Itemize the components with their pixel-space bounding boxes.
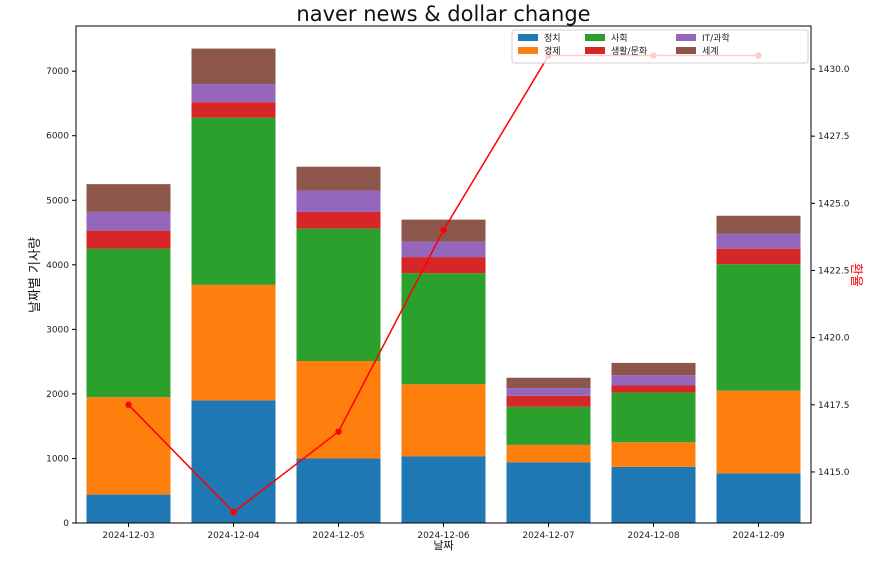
x-tick-label-2: 2024-12-04 (207, 531, 260, 541)
legend-swatch-1 (518, 34, 538, 41)
y-tick-label-4: 3000 (46, 325, 69, 335)
exchange-rate-point-3 (335, 428, 342, 435)
x-tick-label-1: 2024-12-03 (102, 531, 154, 541)
bar-4-4 (401, 257, 486, 274)
bar-5-4 (401, 241, 486, 258)
legend-label-2: 경제 (544, 45, 561, 57)
bar-6-6 (611, 362, 696, 376)
legend-label-3: 사회 (611, 33, 628, 44)
exchange-rate-point-4 (440, 226, 447, 234)
bar-4-1 (86, 230, 171, 249)
x-tick-label-6: 2024-12-08 (627, 531, 680, 541)
x-tick-label-4: 2024-12-06 (417, 531, 470, 541)
legend-label-4: 생활/문화 (611, 45, 647, 57)
legend-swatch-5 (676, 34, 696, 41)
bar-3-4 (401, 273, 486, 385)
legend-swatch-4 (585, 47, 605, 54)
legend-label-1: 정치 (544, 32, 561, 44)
bar-2-5 (506, 444, 591, 463)
bar-4-2 (191, 102, 276, 118)
legend-label-5: IT/과학 (702, 33, 730, 44)
bar-2-1 (86, 397, 171, 495)
bar-5-5 (506, 388, 591, 396)
bar-4-3 (296, 211, 381, 229)
y2-tick-label-6: 1427.5 (818, 132, 850, 142)
y2-tick-label-7: 1430.0 (818, 65, 850, 75)
y2-tick-label-5: 1425.0 (818, 199, 850, 209)
x-axis-label: 날짜 (433, 539, 453, 552)
bar-layer (86, 48, 801, 523)
x-tick-label-3: 2024-12-05 (312, 531, 364, 541)
bar-5-3 (296, 190, 381, 212)
bar-5-6 (611, 375, 696, 386)
chart-title: naver news & dollar change (296, 2, 590, 26)
y-axis-left: 0 1000 2000 3000 4000 5000 6000 7000 (46, 67, 76, 529)
legend-swatch-2 (518, 47, 538, 54)
bar-1-2 (191, 400, 276, 523)
bar-1-7 (716, 473, 801, 523)
legend-label-6: 세계 (702, 45, 719, 57)
y-axis-right: 1415.0 1417.5 1420.0 1422.5 1425.0 1427.5 1430… (811, 65, 850, 478)
bar-3-3 (296, 228, 381, 361)
bar-6-2 (191, 48, 276, 85)
bar-3-1 (86, 248, 171, 398)
bar-2-2 (191, 284, 276, 401)
legend-swatch-6 (676, 47, 696, 54)
legend-swatch-3 (585, 34, 605, 41)
bar-1-6 (611, 466, 696, 523)
y2-tick-label-1: 1415.0 (818, 468, 850, 478)
y-axis-label: 날짜별 기사량 (28, 237, 43, 313)
y2-tick-label-2: 1417.5 (818, 401, 850, 411)
bar-2-7 (716, 390, 801, 474)
exchange-rate-point-2 (230, 509, 237, 516)
bar-3-6 (611, 392, 696, 443)
bar-5-7 (716, 233, 801, 249)
bar-1-4 (401, 456, 486, 523)
bar-6-3 (296, 166, 381, 191)
exchange-rate-point-1 (125, 401, 132, 408)
bar-2-6 (611, 442, 696, 467)
bar-4-7 (716, 248, 801, 265)
x-tick-label-5: 2024-12-07 (522, 531, 574, 541)
bar-6-5 (506, 377, 591, 389)
bar-1-5 (506, 462, 591, 523)
bar-1-1 (86, 494, 171, 523)
bar-3-2 (191, 117, 276, 285)
bar-4-5 (506, 395, 591, 407)
y-tick-label-7: 6000 (46, 132, 69, 142)
bar-1-3 (296, 458, 381, 523)
y-tick-label-2: 1000 (46, 454, 69, 464)
y-tick-label-5: 4000 (46, 261, 69, 271)
y-tick-label-6: 5000 (46, 196, 69, 206)
bar-4-6 (611, 385, 696, 393)
bar-3-5 (506, 406, 591, 445)
y2-tick-label-3: 1420.0 (818, 334, 850, 344)
bar-6-1 (86, 184, 171, 212)
y2-tick-label-4: 1422.5 (818, 266, 850, 276)
y-tick-label-3: 2000 (46, 390, 69, 400)
bar-6-7 (716, 215, 801, 234)
x-axis: 2024-12-03 2024-12-04 2024-12-05 2024-12-06… (102, 523, 785, 541)
y-tick-label-1: 0 (63, 519, 69, 529)
y-tick-label-8: 7000 (46, 67, 69, 77)
bar-3-7 (716, 264, 801, 391)
bar-2-4 (401, 384, 486, 457)
x-tick-label-7: 2024-12-09 (732, 531, 785, 541)
bar-5-1 (86, 211, 171, 231)
bar-5-2 (191, 84, 276, 103)
y2-axis-label: 환율 (848, 263, 863, 287)
